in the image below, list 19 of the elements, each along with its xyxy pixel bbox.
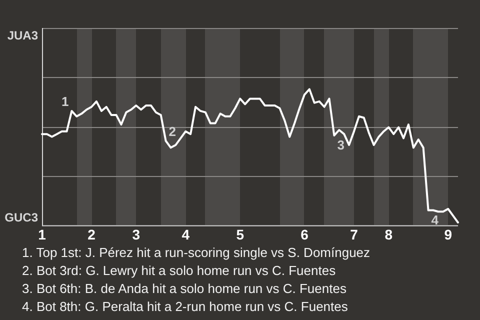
x-tick-label: 7 [350,226,358,242]
text: JUA3 [7,28,38,42]
x-tick-label: 9 [444,226,452,242]
text: 3. Bot 6th: B. de Anda hit a solo home run vs C. Fuentes [22,280,348,298]
x-tick-label: 4 [182,226,190,242]
x-tick-label: 5 [236,226,244,242]
text: 1. Top 1st: J. Pérez hit a run-scoring single vs S. Domínguez [22,244,370,262]
text: GUC3 [4,210,38,225]
x-tick-label: 8 [384,226,393,242]
annotation: 2 [168,124,176,139]
x-tick-label: 3 [132,226,140,242]
text: 2. Bot 3rd: G. Lewry hit a solo home run vs C. Fuentes [22,262,337,280]
annotation: 3 [337,138,344,153]
x-tick-label: 2 [88,226,96,242]
x-tick-label: 6 [300,226,309,242]
annotation: 4 [431,212,440,228]
x-tick-label: 1 [38,226,46,242]
annotation: 1 [61,94,69,110]
text: 4. Bot 8th: G. Peralta hit a 2-run home run vs C. Fuentes [22,298,349,316]
